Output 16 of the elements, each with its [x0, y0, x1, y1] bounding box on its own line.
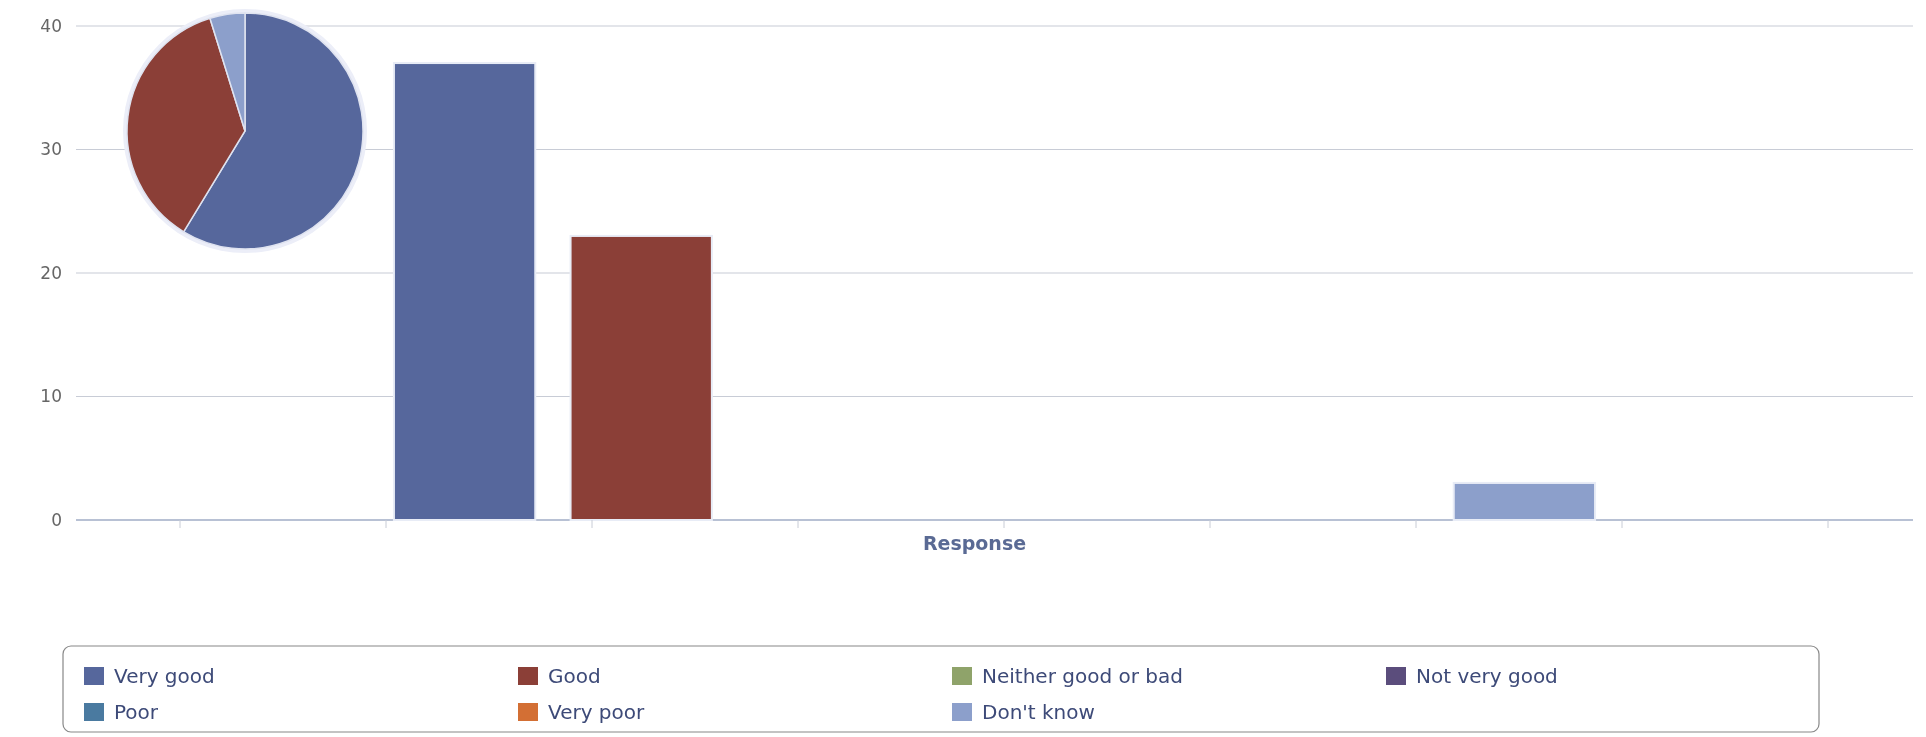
y-tick-label: 0 — [51, 509, 62, 530]
legend-label: Very poor — [548, 700, 646, 724]
y-tick-label: 40 — [40, 15, 62, 36]
bar — [1452, 481, 1597, 521]
bar — [569, 234, 713, 521]
x-axis-title: Response — [922, 532, 1027, 554]
legend-label: Not very good — [1416, 664, 1558, 688]
bar — [392, 62, 537, 521]
legend-label: Good — [548, 664, 601, 688]
legend-label: Very good — [114, 664, 215, 688]
legend-label: Don't know — [982, 700, 1095, 724]
y-tick-label: 20 — [40, 262, 62, 283]
y-tick-label: 10 — [40, 386, 62, 407]
y-tick-label: 30 — [40, 139, 62, 160]
legend-label: Neither good or bad — [982, 664, 1183, 688]
legend-label: Poor — [114, 700, 159, 724]
